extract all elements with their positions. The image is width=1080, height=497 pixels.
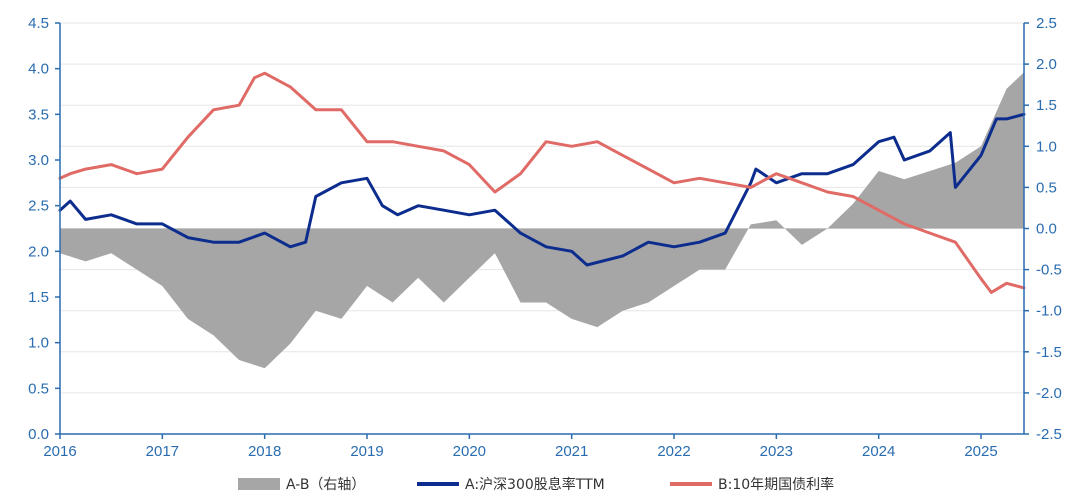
- y-right-tick-label: -2.0: [1036, 385, 1062, 402]
- y-right-tick-label: 1.0: [1036, 138, 1057, 155]
- x-tick-label: 2018: [248, 443, 281, 460]
- x-tick-label: 2024: [862, 443, 895, 460]
- y-left-tick-label: 1.5: [28, 289, 49, 306]
- y-right-tick-label: 1.5: [1036, 97, 1057, 114]
- y-right-tick-label: -2.5: [1036, 426, 1062, 443]
- series-line-a-dividend-yield: [58, 112, 1026, 267]
- legend-label: A-B（右轴）: [286, 477, 365, 493]
- x-tick-label: 2016: [43, 443, 76, 460]
- legend: A-B（右轴） A:沪深300股息率TTM B:10年期国债利率: [238, 476, 834, 493]
- legend-label: B:10年期国债利率: [718, 476, 834, 493]
- y-left-tick-label: 3.0: [28, 152, 49, 169]
- x-tick-label: 2023: [760, 443, 793, 460]
- x-tick-label: 2017: [146, 443, 179, 460]
- y-right-tick-label: 2.5: [1036, 15, 1057, 32]
- y-left-tick-label: 4.0: [28, 61, 49, 78]
- y-right-tick-label: 2.0: [1036, 56, 1057, 73]
- y-right-tick-label: -1.0: [1036, 303, 1062, 320]
- x-tick-label: 2021: [555, 443, 588, 460]
- x-tick-label: 2019: [350, 443, 383, 460]
- y-left-tick-label: 4.5: [28, 15, 49, 32]
- x-tick-label: 2022: [657, 443, 690, 460]
- series-area-a-minus-b: [60, 72, 1024, 369]
- y-right-tick-label: 0.5: [1036, 179, 1057, 196]
- legend-label: A:沪深300股息率TTM: [465, 476, 605, 493]
- y-left-tick-label: 3.5: [28, 106, 49, 123]
- y-right-tick-label: -0.5: [1036, 262, 1062, 279]
- y-left-tick-label: 0.0: [28, 426, 49, 443]
- line-layer: [58, 71, 1026, 294]
- y-left-tick-label: 2.0: [28, 243, 49, 260]
- x-tick-label: 2020: [453, 443, 486, 460]
- y-left-tick-label: 0.5: [28, 380, 49, 397]
- y-right-tick-label: 0.0: [1036, 221, 1057, 238]
- area-layer: [60, 72, 1024, 369]
- axis-layer: 0.0 0.5 1.0 1.5 2.0 2.5 3.0 3.5 4.0 4.5 -2.5 -2.0 -1…: [28, 15, 1062, 460]
- series-line-b-treasury-yield: [58, 71, 1026, 294]
- x-tick-label: 2025: [964, 443, 997, 460]
- y-right-tick-label: -1.5: [1036, 344, 1062, 361]
- y-left-tick-label: 1.0: [28, 335, 49, 352]
- y-left-tick-label: 2.5: [28, 198, 49, 215]
- legend-swatch: [238, 478, 280, 490]
